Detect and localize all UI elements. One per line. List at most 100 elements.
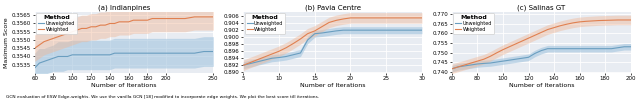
Unweighted	[254, 61, 262, 62]
Weighted	[181, 18, 189, 19]
Weighted	[390, 17, 397, 18]
Weighted	[486, 56, 494, 57]
Unweighted	[191, 53, 198, 54]
Unweighted	[125, 53, 132, 54]
Weighted	[31, 48, 38, 49]
Unweighted	[518, 58, 526, 59]
Weighted	[148, 18, 156, 19]
Weighted	[101, 24, 109, 26]
Weighted	[382, 17, 390, 18]
Unweighted	[111, 53, 118, 54]
Unweighted	[418, 30, 426, 31]
Unweighted	[614, 47, 621, 48]
Weighted	[106, 23, 114, 24]
Unweighted	[347, 30, 355, 31]
Unweighted	[129, 53, 137, 54]
Weighted	[111, 23, 118, 24]
Unweighted	[375, 30, 383, 31]
Weighted	[563, 24, 571, 25]
Weighted	[375, 17, 383, 18]
Unweighted	[143, 53, 151, 54]
Unweighted	[474, 63, 481, 65]
Unweighted	[480, 63, 488, 64]
Weighted	[627, 19, 634, 21]
Unweighted	[181, 53, 189, 54]
Weighted	[261, 56, 269, 57]
Unweighted	[512, 59, 520, 60]
Weighted	[120, 21, 128, 22]
Unweighted	[544, 48, 552, 49]
Unweighted	[106, 54, 114, 55]
Unweighted	[332, 30, 340, 32]
Title: (a) Indianpines: (a) Indianpines	[98, 4, 150, 11]
Weighted	[209, 16, 217, 18]
Unweighted	[87, 54, 95, 55]
Unweighted	[550, 48, 558, 49]
Weighted	[304, 33, 312, 34]
Weighted	[418, 17, 426, 18]
Weighted	[289, 43, 297, 44]
Unweighted	[404, 30, 412, 31]
Unweighted	[627, 46, 634, 47]
Weighted	[493, 52, 500, 54]
Line: Weighted: Weighted	[452, 20, 630, 69]
Unweighted	[563, 48, 571, 49]
Unweighted	[354, 30, 362, 31]
Unweighted	[397, 30, 404, 31]
Unweighted	[339, 30, 347, 31]
Unweighted	[246, 63, 254, 64]
Weighted	[506, 46, 513, 47]
Unweighted	[153, 53, 161, 54]
Weighted	[557, 25, 564, 26]
Weighted	[125, 21, 132, 22]
Weighted	[45, 39, 52, 41]
Unweighted	[68, 54, 76, 55]
Unweighted	[148, 53, 156, 54]
Unweighted	[268, 58, 276, 59]
Weighted	[163, 18, 170, 19]
Unweighted	[499, 60, 507, 62]
Unweighted	[83, 54, 90, 55]
Unweighted	[607, 48, 615, 49]
Weighted	[538, 32, 545, 33]
Unweighted	[382, 30, 390, 31]
Weighted	[134, 20, 142, 21]
Weighted	[275, 51, 283, 52]
Weighted	[620, 19, 628, 21]
Unweighted	[570, 48, 577, 49]
Legend: Unweighted, Weighted: Unweighted, Weighted	[453, 13, 494, 34]
Unweighted	[200, 51, 208, 52]
Weighted	[200, 16, 208, 18]
Weighted	[614, 19, 621, 21]
Weighted	[454, 66, 462, 68]
Unweighted	[467, 64, 475, 66]
Weighted	[92, 26, 100, 27]
Unweighted	[78, 54, 86, 55]
Unweighted	[411, 30, 419, 31]
Unweighted	[261, 59, 269, 61]
Unweighted	[45, 59, 52, 60]
Unweighted	[318, 32, 326, 34]
Unweighted	[461, 65, 468, 66]
X-axis label: Number of Iterations: Number of Iterations	[509, 83, 574, 88]
Unweighted	[120, 53, 128, 54]
Unweighted	[368, 30, 376, 31]
Legend: Unweighted, Weighted: Unweighted, Weighted	[244, 13, 285, 34]
Weighted	[59, 34, 67, 36]
Unweighted	[448, 68, 456, 69]
Unweighted	[454, 66, 462, 68]
Weighted	[97, 24, 104, 26]
Unweighted	[163, 53, 170, 54]
Weighted	[129, 20, 137, 21]
Title: (c) Salinas GT: (c) Salinas GT	[517, 4, 565, 11]
Unweighted	[538, 50, 545, 51]
Weighted	[499, 49, 507, 50]
Weighted	[239, 65, 247, 66]
Weighted	[368, 17, 376, 18]
Unweighted	[40, 61, 48, 62]
Unweighted	[620, 46, 628, 47]
Unweighted	[172, 53, 180, 54]
Unweighted	[289, 54, 297, 55]
Weighted	[36, 44, 44, 46]
Unweighted	[531, 53, 539, 54]
